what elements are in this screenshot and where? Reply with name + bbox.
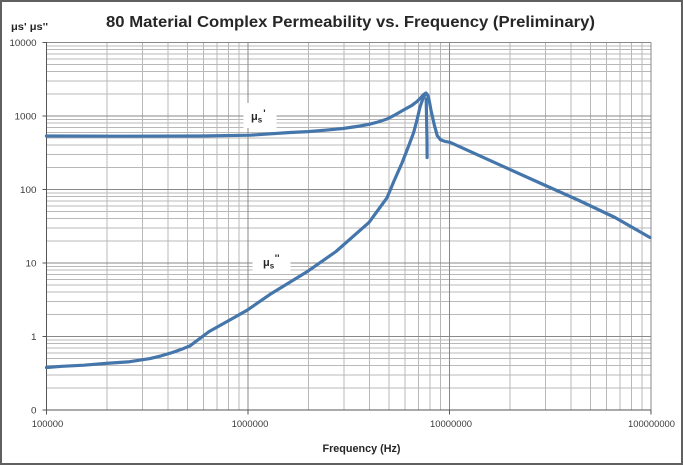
svg-text:10000: 10000 (10, 38, 37, 49)
svg-text:10: 10 (26, 259, 37, 270)
svg-text:100000000: 100000000 (628, 419, 675, 430)
svg-text:80 Material Complex Permeabili: 80 Material Complex Permeability vs. Fre… (106, 14, 595, 31)
svg-text:10000000: 10000000 (430, 419, 472, 430)
svg-text:Frequency (Hz): Frequency (Hz) (323, 443, 401, 455)
svg-text:1: 1 (31, 332, 37, 343)
svg-text:μs' μs'': μs' μs'' (11, 22, 48, 33)
svg-text:1000000: 1000000 (232, 419, 269, 430)
svg-text:100000: 100000 (32, 419, 64, 430)
svg-text:0: 0 (31, 406, 37, 417)
svg-text:100: 100 (20, 185, 37, 196)
svg-text:1000: 1000 (15, 112, 37, 123)
